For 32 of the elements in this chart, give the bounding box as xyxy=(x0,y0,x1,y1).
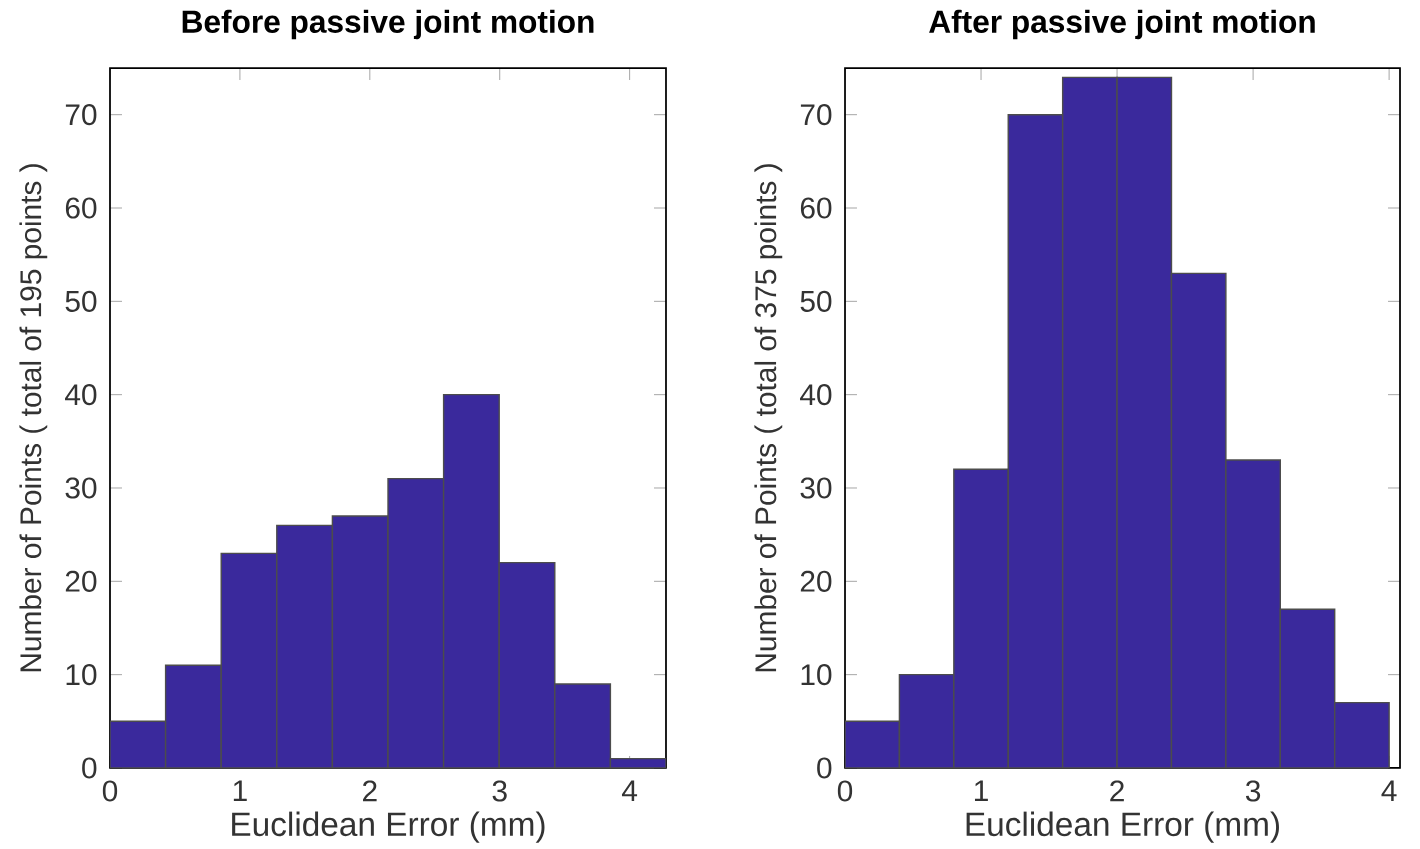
x-tick-label: 0 xyxy=(837,780,853,802)
x-tick-label: 1 xyxy=(233,780,247,801)
x-tick-label: 2 xyxy=(363,780,377,802)
y-tick-label: 50 xyxy=(65,290,97,312)
x-axis-title: Euclidean Error (mm) xyxy=(232,811,545,843)
y-tick-label: 10 xyxy=(66,664,97,686)
y-tick-label: 20 xyxy=(65,570,97,592)
y-tick-label: 40 xyxy=(800,384,832,406)
y-tick-label: 30 xyxy=(800,477,832,499)
chart-title: Before passive joint motion xyxy=(182,9,594,40)
x-axis-title: Euclidean Error (mm) xyxy=(966,811,1279,843)
x-tick-label: 3 xyxy=(492,780,507,802)
y-tick-label: 70 xyxy=(800,104,832,126)
x-tick-label: 1 xyxy=(974,780,988,801)
x-tick-label: 4 xyxy=(1381,780,1397,801)
y-axis-title: Number of Points ( total of 375 points ) xyxy=(754,164,783,672)
y-tick-label: 70 xyxy=(65,104,97,126)
x-tick-label: 3 xyxy=(1245,780,1261,802)
x-tick-label: 0 xyxy=(102,780,118,802)
y-tick-label: 20 xyxy=(800,570,832,592)
y-tick-label: 10 xyxy=(801,664,832,686)
y-tick-label: 60 xyxy=(800,197,832,219)
y-tick-label: 60 xyxy=(65,197,97,219)
y-tick-label: 40 xyxy=(65,384,97,406)
chart-title: After passive joint motion xyxy=(929,9,1315,40)
y-axis-title: Number of Points ( total of 195 points ) xyxy=(19,164,48,672)
x-tick-label: 2 xyxy=(1110,780,1124,802)
y-tick-label: 0 xyxy=(82,757,97,779)
y-tick-label: 30 xyxy=(65,477,97,499)
x-tick-label: 4 xyxy=(621,780,638,801)
y-tick-label: 50 xyxy=(800,290,832,312)
y-tick-label: 0 xyxy=(817,757,832,779)
